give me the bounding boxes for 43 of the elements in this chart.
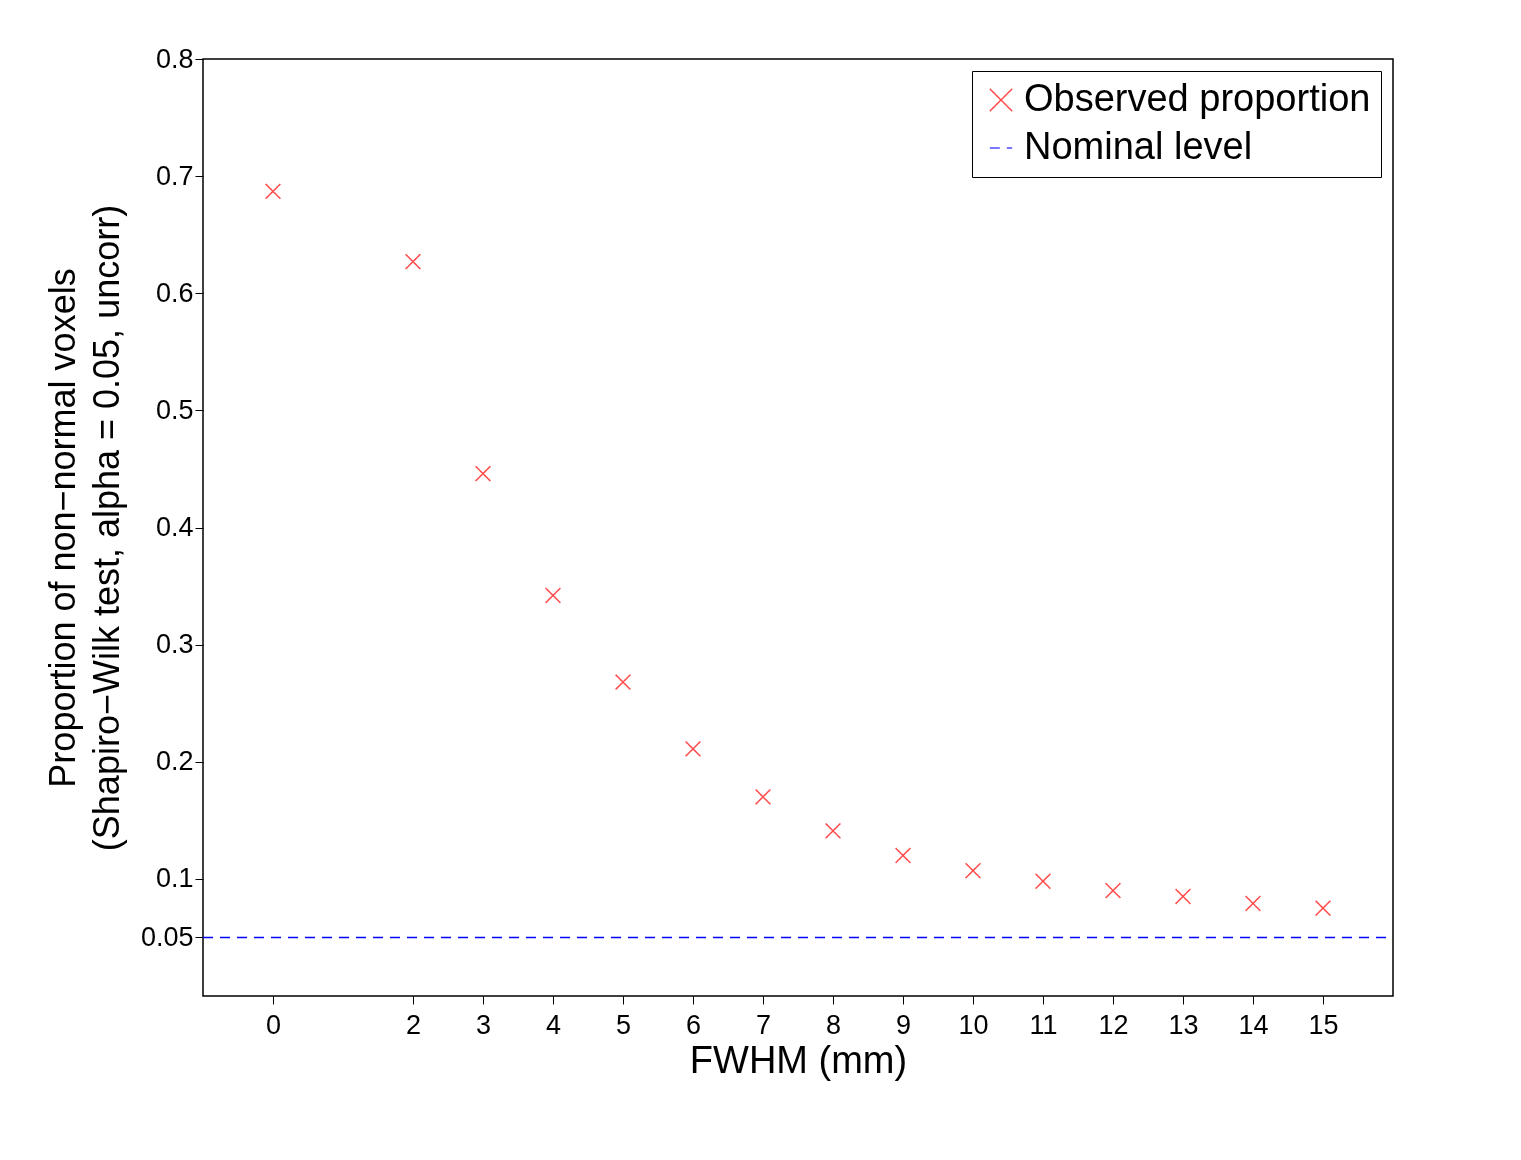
x-tick-label: 12	[1098, 1009, 1129, 1040]
x-tick-label: 7	[755, 1009, 772, 1040]
point	[1174, 888, 1192, 905]
point	[1314, 899, 1332, 917]
x-axis-title: FWHM (mm)	[689, 1038, 908, 1081]
y-tick-label: 0.4	[155, 512, 194, 542]
point	[824, 822, 842, 840]
x-tick-label: 5	[615, 1009, 632, 1040]
point	[754, 788, 772, 806]
x-tick-label: 9	[895, 1009, 912, 1040]
y-tick-label: 0.05	[140, 921, 194, 952]
y-tick-label: 0.8	[155, 43, 194, 74]
point	[964, 862, 982, 879]
point	[404, 253, 422, 270]
y-tick-label: 0.5	[155, 394, 194, 425]
point	[1244, 895, 1262, 912]
point	[264, 183, 282, 200]
x-tick-label: 14	[1238, 1009, 1269, 1040]
x-tick-label: 13	[1168, 1009, 1199, 1040]
point	[474, 465, 492, 482]
x-tick-label: 6	[685, 1009, 702, 1040]
x-tick-label: 8	[825, 1009, 842, 1040]
x-tick-label: 0	[265, 1009, 282, 1040]
x-tick-label: 2	[405, 1009, 422, 1040]
x-tick-label: 4	[545, 1009, 562, 1040]
point	[544, 587, 562, 604]
point	[894, 847, 912, 864]
point	[1104, 882, 1122, 899]
y-tick-label: 0.3	[155, 629, 194, 660]
point	[1034, 873, 1052, 890]
x-tick-label: 15	[1308, 1009, 1339, 1040]
x-tick-label: 10	[958, 1009, 989, 1040]
y-tick-label: 0.7	[155, 160, 194, 191]
legend-label: Observed proportion	[1024, 77, 1371, 119]
y-tick-label: 0.6	[155, 277, 194, 308]
point	[614, 673, 632, 691]
y-axis-title: Proportion of non−normal voxels (Shapiro−Wilk test, alpha = 0.05, uncorr)	[41, 204, 127, 852]
legend-label: Nominal level	[1024, 125, 1253, 167]
y-tick-label: 0.2	[155, 746, 194, 777]
x-tick-label: 3	[475, 1009, 492, 1040]
point	[684, 740, 702, 758]
y-tick-label: 0.1	[155, 863, 194, 894]
x-tick-label: 11	[1029, 1009, 1058, 1040]
